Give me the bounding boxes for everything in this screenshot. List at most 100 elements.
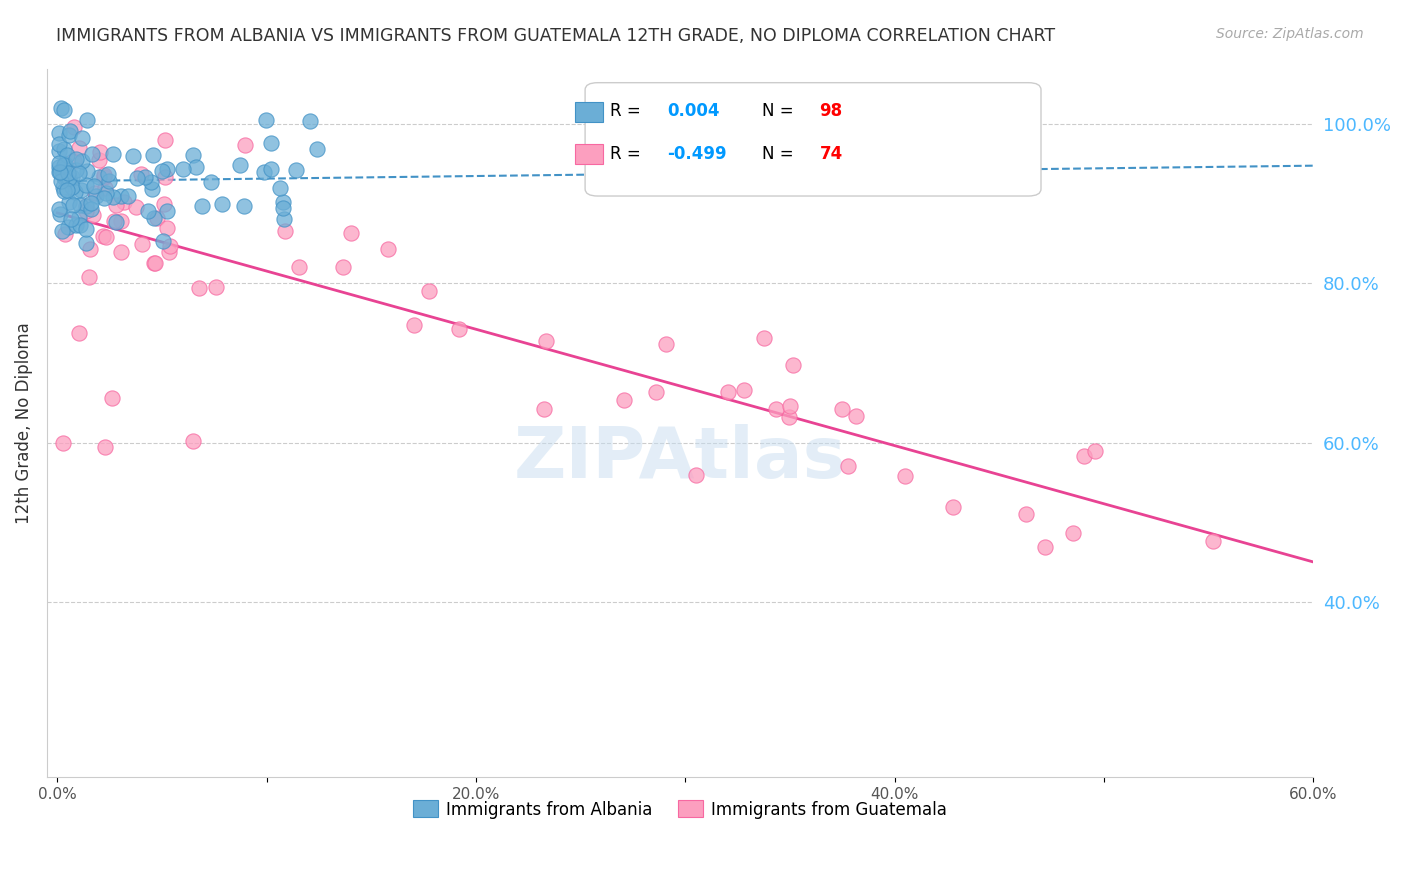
Immigrants from Guatemala [644,384,666,399]
Immigrants from Guatemala [340,227,363,241]
Immigrants from Albania [142,148,165,162]
Immigrants from Guatemala [845,409,868,424]
Y-axis label: 12th Grade, No Diploma: 12th Grade, No Diploma [15,322,32,524]
Immigrants from Guatemala [187,281,209,295]
Immigrants from Guatemala [131,237,153,252]
Immigrants from Guatemala [75,199,97,213]
Immigrants from Albania [75,178,97,192]
Immigrants from Guatemala [94,230,117,244]
Immigrants from Guatemala [655,337,678,351]
Immigrants from Albania [80,202,103,216]
Text: 74: 74 [820,145,842,162]
Immigrants from Guatemala [93,181,115,195]
FancyBboxPatch shape [585,83,1040,196]
Immigrants from Guatemala [103,214,125,228]
Immigrants from Guatemala [941,500,963,515]
Immigrants from Guatemala [125,200,148,214]
Immigrants from Albania [67,165,90,179]
Immigrants from Albania [172,162,194,177]
Immigrants from Guatemala [156,221,179,235]
Immigrants from Guatemala [87,153,110,167]
Text: IMMIGRANTS FROM ALBANIA VS IMMIGRANTS FROM GUATEMALA 12TH GRADE, NO DIPLOMA CORR: IMMIGRANTS FROM ALBANIA VS IMMIGRANTS FR… [56,27,1056,45]
Immigrants from Albania [48,202,70,217]
Immigrants from Albania [53,184,76,198]
Immigrants from Guatemala [534,334,557,348]
Immigrants from Albania [69,218,91,232]
Immigrants from Albania [48,165,70,179]
Immigrants from Albania [65,218,87,232]
Immigrants from Albania [84,189,107,203]
Immigrants from Guatemala [685,467,707,482]
Immigrants from Guatemala [143,256,166,270]
Text: 98: 98 [820,102,842,120]
Immigrants from Guatemala [146,211,169,226]
Immigrants from Albania [76,163,98,178]
Immigrants from Guatemala [104,198,127,212]
Immigrants from Albania [127,170,149,185]
Immigrants from Guatemala [233,138,256,153]
Immigrants from Albania [55,148,77,162]
Immigrants from Albania [260,136,283,150]
Immigrants from Albania [273,212,295,227]
Text: ZIPAtlas: ZIPAtlas [513,424,846,492]
Immigrants from Albania [101,147,124,161]
Immigrants from Albania [56,166,79,180]
Immigrants from Albania [48,144,70,158]
Immigrants from Albania [58,173,80,187]
Immigrants from Albania [51,224,73,238]
Immigrants from Guatemala [449,322,471,336]
Immigrants from Albania [273,194,295,209]
Immigrants from Albania [229,158,252,172]
Immigrants from Albania [62,198,84,212]
Immigrants from Guatemala [129,167,152,181]
Immigrants from Albania [75,199,97,213]
Immigrants from Guatemala [67,141,90,155]
Text: Source: ZipAtlas.com: Source: ZipAtlas.com [1216,27,1364,41]
Immigrants from Albania [211,197,233,211]
Legend: Immigrants from Albania, Immigrants from Guatemala: Immigrants from Albania, Immigrants from… [406,794,953,825]
Immigrants from Albania [51,174,73,188]
Immigrants from Albania [70,131,93,145]
Immigrants from Albania [117,189,139,203]
Immigrants from Guatemala [76,203,98,218]
Immigrants from Guatemala [779,399,801,413]
Immigrants from Guatemala [717,384,740,399]
Immigrants from Albania [184,160,207,174]
Immigrants from Albania [56,183,79,197]
Text: N =: N = [762,102,799,120]
Immigrants from Guatemala [55,227,77,241]
Immigrants from Guatemala [63,120,86,135]
Immigrants from Guatemala [94,440,117,454]
Immigrants from Albania [48,126,70,140]
Immigrants from Albania [299,113,322,128]
Text: 0.004: 0.004 [668,102,720,120]
Immigrants from Albania [48,160,70,174]
Immigrants from Albania [134,169,156,184]
Immigrants from Guatemala [754,331,776,345]
Immigrants from Albania [60,180,83,194]
Immigrants from Albania [152,163,174,178]
Immigrants from Albania [139,175,162,189]
Immigrants from Albania [49,101,72,115]
Immigrants from Albania [98,174,121,188]
Immigrants from Guatemala [114,194,136,209]
Immigrants from Albania [121,149,143,163]
Immigrants from Albania [56,219,79,234]
Immigrants from Guatemala [77,269,100,284]
Immigrants from Albania [87,169,110,184]
Immigrants from Guatemala [765,402,787,417]
Immigrants from Albania [60,212,83,227]
Immigrants from Guatemala [143,256,166,270]
Immigrants from Albania [152,234,174,248]
Immigrants from Albania [94,186,117,201]
Immigrants from Albania [104,215,127,229]
Immigrants from Guatemala [84,186,107,200]
Immigrants from Guatemala [332,260,354,275]
Immigrants from Guatemala [1084,444,1107,458]
Immigrants from Albania [60,170,83,185]
Immigrants from Albania [75,222,97,236]
Immigrants from Guatemala [89,145,111,159]
Immigrants from Albania [271,201,294,215]
Immigrants from Albania [83,179,105,194]
Immigrants from Albania [200,175,222,189]
